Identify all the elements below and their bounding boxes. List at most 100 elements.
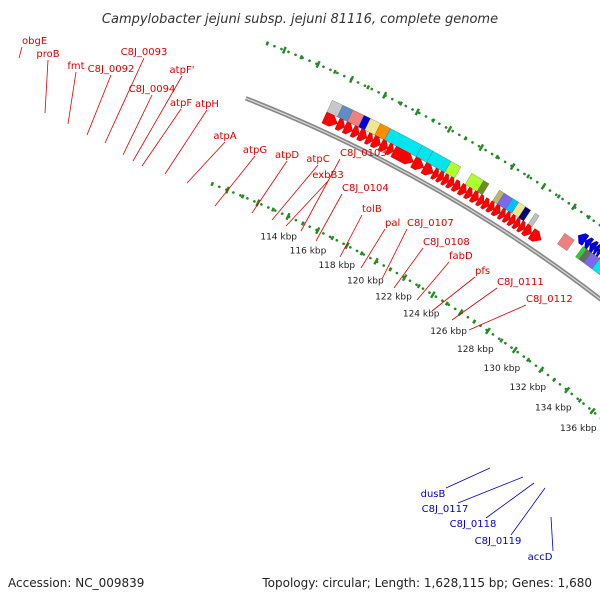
cds-forward	[485, 200, 495, 213]
leader-line	[431, 276, 476, 312]
gene-label-forward: atpF'	[170, 65, 195, 76]
leader-line	[381, 228, 408, 280]
gene-label-forward: fmt	[67, 61, 84, 72]
gene-labels: obgE proB fmt C8J_0092 C8J_0093 C8J_0094 atpF'…	[18, 36, 573, 563]
leader-line	[285, 180, 329, 227]
gene-label-forward: fabD	[449, 251, 473, 262]
gene-label-forward: atpA	[213, 131, 236, 142]
ruler-tick	[494, 154, 500, 160]
backbone-highlight	[245, 97, 600, 300]
kbp-label: 122 kbp	[375, 293, 412, 303]
kbp-label: 130 kbp	[484, 364, 521, 374]
leader-line	[300, 158, 341, 232]
gene-label-forward: atpC	[306, 154, 329, 165]
leader-line	[393, 247, 424, 289]
cds-forward	[369, 135, 381, 149]
cds-forward	[390, 145, 414, 165]
ruler-tick	[416, 283, 421, 289]
kbp-label: 126 kbp	[430, 327, 467, 337]
kbp-label: 124 kbp	[403, 309, 440, 319]
cds-forward	[334, 117, 345, 131]
cds-forward	[463, 186, 473, 200]
leader-line	[445, 467, 491, 489]
ruler-tick	[344, 241, 350, 250]
feature-tracks	[321, 99, 600, 276]
ruler-tick	[373, 257, 379, 265]
ruler-tick	[586, 214, 592, 220]
ruler-tick	[478, 143, 485, 152]
cds-forward	[496, 207, 506, 220]
ruler-tick	[388, 267, 393, 272]
leader-line	[416, 261, 450, 301]
cds-forward	[356, 128, 368, 142]
leader-line	[360, 228, 386, 269]
ruler-tick	[589, 407, 596, 415]
leader-line	[186, 141, 226, 184]
ruler-tick	[210, 181, 215, 187]
ruler-tick	[538, 366, 545, 374]
ruler-tick	[348, 75, 355, 84]
cds-forward	[511, 217, 521, 230]
ruler-tick	[526, 173, 531, 179]
cds-reverse	[595, 248, 600, 258]
ruler-dots-inner	[210, 182, 600, 420]
cds-forward	[445, 176, 455, 189]
leader-line	[104, 57, 145, 144]
gene-label-forward: atpG	[243, 145, 267, 156]
leader-line	[451, 287, 498, 321]
cds-forward	[516, 220, 526, 233]
leader-line	[339, 214, 363, 258]
ruler-tick	[570, 203, 577, 211]
map-title: Campylobacter jejuni subsp. jejuni 81116…	[102, 12, 498, 27]
cds-forward	[468, 190, 479, 203]
leader-line	[132, 75, 183, 162]
leader-line	[164, 109, 208, 175]
gene-label-forward: C8J_0107	[407, 218, 454, 229]
gene-label-forward: C8J_0094	[129, 84, 176, 95]
ruler-tick	[472, 319, 477, 324]
gene-label-forward: pal	[385, 218, 400, 229]
kbp-label: 136 kbp	[560, 424, 597, 434]
ruler-tick	[359, 251, 364, 256]
gene-label-reverse: dusB	[421, 489, 446, 500]
leader-line	[468, 304, 527, 331]
ruler-tick	[431, 118, 436, 123]
ruler-tick	[299, 54, 304, 60]
cog-block	[557, 233, 575, 251]
ruler-dots-outer	[266, 42, 600, 227]
cds-forward	[440, 173, 449, 186]
cds-forward	[377, 139, 388, 152]
leader-line	[315, 193, 343, 242]
gene-label-forward: atpF	[170, 98, 192, 109]
accession-text: Accession: NC_009839	[8, 576, 144, 590]
ruler-tick	[315, 60, 321, 69]
kbp-label: 128 kbp	[457, 345, 494, 355]
ruler-tick	[577, 398, 583, 403]
leader-line	[122, 94, 153, 156]
ruler-tick	[332, 69, 337, 75]
cds-forward	[501, 210, 511, 223]
gene-label-forward: obgE	[22, 36, 47, 47]
ruler-tick	[300, 221, 305, 226]
ruler-dots: 114 kbp 116 kbp 118 kbp 120 kbp 122 kbp 124 k…	[210, 41, 600, 434]
kbp-label: 118 kbp	[318, 261, 355, 271]
ruler-tick	[444, 301, 449, 306]
gene-label-reverse: accD	[528, 552, 553, 563]
ruler-tick	[366, 84, 371, 90]
ruler-tick	[511, 346, 518, 354]
ruler-tick	[401, 274, 408, 282]
ruler-tick	[285, 212, 291, 221]
kbp-label: 114 kbp	[260, 232, 297, 242]
leader-line	[550, 516, 554, 552]
ruler-tick	[381, 91, 388, 99]
cog-block	[527, 212, 540, 227]
cds-forward	[349, 125, 360, 138]
cog-block	[444, 160, 462, 179]
ruler-tick	[556, 194, 561, 199]
gene-label-forward: C8J_0108	[423, 237, 470, 248]
gene-label-reverse: C8J_0117	[422, 504, 469, 515]
leader-line	[457, 476, 524, 504]
ruler-tick	[330, 235, 335, 241]
topology-summary: Topology: circular; Length: 1,628,115 bp…	[261, 576, 592, 590]
